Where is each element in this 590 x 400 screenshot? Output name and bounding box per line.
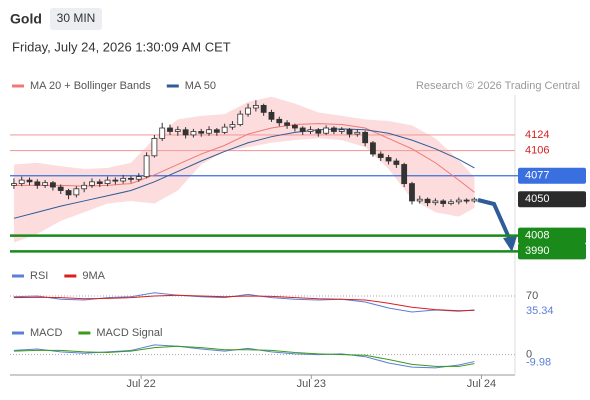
candle-body: [57, 186, 64, 191]
candle-body: [424, 198, 431, 204]
credit: Research © 2026 Trading Central: [416, 80, 580, 92]
candle-body: [401, 164, 408, 184]
candle-body: [432, 200, 439, 204]
candle-body: [89, 181, 95, 186]
candle-body: [377, 153, 384, 158]
candle-body: [26, 179, 33, 183]
candle-body: [315, 129, 322, 134]
candle-body: [81, 184, 88, 190]
candle-body: [440, 200, 447, 204]
level-box: [518, 227, 586, 244]
legend-label: MA 50: [185, 80, 216, 92]
candle-body: [104, 179, 111, 184]
y-tick-label: 0: [526, 349, 532, 361]
datetime: Friday, July 24, 2026 1:30:09 AM CET: [12, 39, 231, 54]
candle-body: [455, 199, 462, 203]
level-label: 3990: [525, 245, 549, 257]
candle-body: [128, 177, 134, 180]
candle-body: [34, 181, 41, 186]
candle-body: [284, 122, 290, 126]
candle-body: [206, 129, 212, 134]
candle-body: [245, 107, 251, 115]
candle-body: [198, 131, 205, 134]
level-label: 4124: [525, 129, 549, 141]
candle-body: [18, 179, 25, 184]
candle-body: [416, 198, 423, 202]
candle-body: [471, 198, 478, 202]
indicator-line: [13, 344, 475, 369]
candle-body: [346, 129, 353, 135]
candle-body: [96, 181, 103, 184]
candle-body: [50, 182, 56, 188]
candle-body: [229, 124, 236, 128]
candle-body: [291, 124, 298, 129]
x-tick-label: Jul 23: [297, 378, 326, 390]
candle-body: [221, 126, 228, 133]
candle-body: [362, 131, 369, 144]
legend-label: MA 20 + Bollinger Bands: [30, 80, 151, 92]
legend-label: MACD Signal: [96, 327, 162, 339]
symbol: Gold: [10, 11, 42, 27]
candle-body: [323, 127, 330, 134]
candle-body: [11, 183, 17, 186]
interval-label[interactable]: 30 MIN: [57, 11, 96, 25]
legend-label: RSI: [30, 270, 48, 282]
indicator-line: [13, 292, 475, 313]
projection-arrowhead: [503, 236, 517, 252]
last-value-label: -9.98: [526, 356, 551, 368]
level-box: [518, 167, 586, 184]
candle-body: [409, 183, 415, 202]
candle-body: [135, 176, 142, 180]
level-label: 4106: [525, 144, 549, 156]
candle-body: [463, 199, 470, 202]
candle-body: [112, 179, 119, 182]
candle-body: [182, 129, 189, 136]
candle-body: [307, 129, 314, 132]
ma-line: [13, 128, 475, 219]
level-label: 4050: [525, 193, 549, 205]
level-label: 4077: [525, 170, 549, 182]
candle-body: [159, 127, 166, 139]
candle-body: [237, 113, 244, 125]
legend-label: MACD: [30, 327, 62, 339]
candle-body: [213, 129, 220, 133]
candle-body: [73, 188, 80, 196]
candle-body: [143, 155, 150, 178]
last-value-label: 35.34: [526, 305, 554, 317]
candle-body: [370, 142, 376, 155]
candle-body: [448, 201, 454, 204]
level-label: 4008: [525, 230, 549, 242]
candle-body: [338, 129, 345, 132]
candle-body: [42, 182, 49, 186]
candle-body: [268, 111, 275, 120]
candle-body: [190, 131, 197, 136]
candle-body: [260, 105, 267, 113]
projection-arrow: [477, 198, 512, 241]
candle-body: [385, 157, 392, 162]
indicator-line: [13, 294, 475, 312]
candle-body: [65, 190, 72, 196]
candle-body: [167, 127, 173, 132]
candle-body: [276, 118, 283, 124]
interval-button[interactable]: [50, 8, 102, 30]
x-tick-label: Jul 24: [467, 378, 496, 390]
candle-body: [252, 105, 259, 109]
candle-body: [354, 131, 361, 135]
candle-body: [393, 160, 400, 165]
x-tick-label: Jul 22: [126, 378, 155, 390]
legend-label: 9MA: [82, 270, 105, 282]
y-tick-label: 70: [526, 290, 538, 302]
candle-body: [299, 127, 306, 132]
candle-body: [174, 129, 181, 132]
level-box: [518, 243, 586, 260]
candle-body: [151, 138, 158, 157]
level-box: [518, 191, 586, 208]
candle-body: [331, 127, 337, 132]
indicator-line: [13, 345, 475, 367]
candle-body: [120, 177, 127, 182]
